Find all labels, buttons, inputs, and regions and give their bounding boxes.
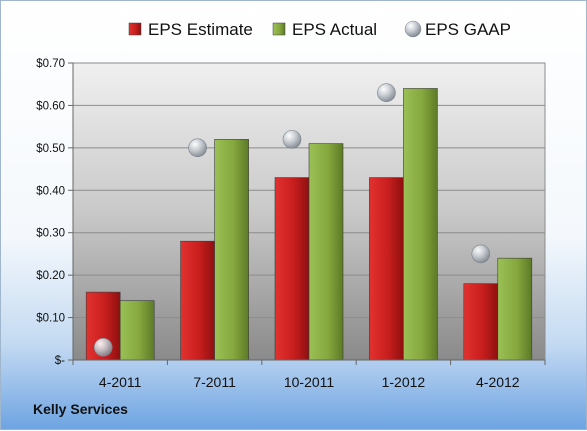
x-category-label: 10-2011 xyxy=(284,374,335,390)
x-category-label: 4-2011 xyxy=(99,374,142,390)
legend: EPS Estimate EPS Actual EPS GAAP xyxy=(128,20,511,39)
legend-swatch xyxy=(128,22,142,36)
y-tick-label: $0.10 xyxy=(36,313,65,325)
y-tick-label: $- xyxy=(55,355,65,367)
y-tick-label: $0.30 xyxy=(36,228,65,240)
bar-eps-actual xyxy=(308,143,344,361)
marker-eps-gaap xyxy=(377,83,396,102)
marker-eps-gaap xyxy=(188,138,207,158)
bar-eps-actual xyxy=(119,300,155,361)
y-tick-label: $0.70 xyxy=(36,58,65,70)
legend-swatch xyxy=(404,20,422,38)
axes: $- $0.10 $0.20 $0.30 $0.40 $0.50 $0.60 $0.70 4-2… xyxy=(36,58,546,390)
bar-eps-actual xyxy=(214,139,249,361)
legend-label: EPS Estimate xyxy=(148,20,253,39)
bar-eps-estimate xyxy=(180,240,215,361)
bar-eps-actual xyxy=(403,88,438,361)
bar-eps-estimate xyxy=(463,283,499,361)
y-tick-label: $0.20 xyxy=(36,270,65,282)
x-category-label: 4-2012 xyxy=(476,374,520,390)
legend-label: EPS Actual xyxy=(292,20,377,39)
marker-eps-gaap xyxy=(471,244,491,264)
y-tick-label: $0.40 xyxy=(36,185,65,197)
marker-eps-gaap xyxy=(282,130,302,149)
company-name: Kelly Services xyxy=(33,401,128,417)
legend-label: EPS GAAP xyxy=(425,20,511,39)
marker-eps-gaap xyxy=(93,337,113,357)
bar-eps-estimate xyxy=(274,177,310,361)
bar-eps-estimate xyxy=(369,177,404,361)
x-category-label: 7-2011 xyxy=(193,374,236,390)
gaap-markers xyxy=(93,83,491,357)
bar-eps-actual xyxy=(497,257,533,361)
bars xyxy=(85,88,533,361)
legend-swatch xyxy=(272,22,286,36)
x-category-label: 1-2012 xyxy=(382,374,426,390)
y-tick-label: $0.50 xyxy=(36,143,65,155)
y-tick-label: $0.60 xyxy=(36,100,65,112)
